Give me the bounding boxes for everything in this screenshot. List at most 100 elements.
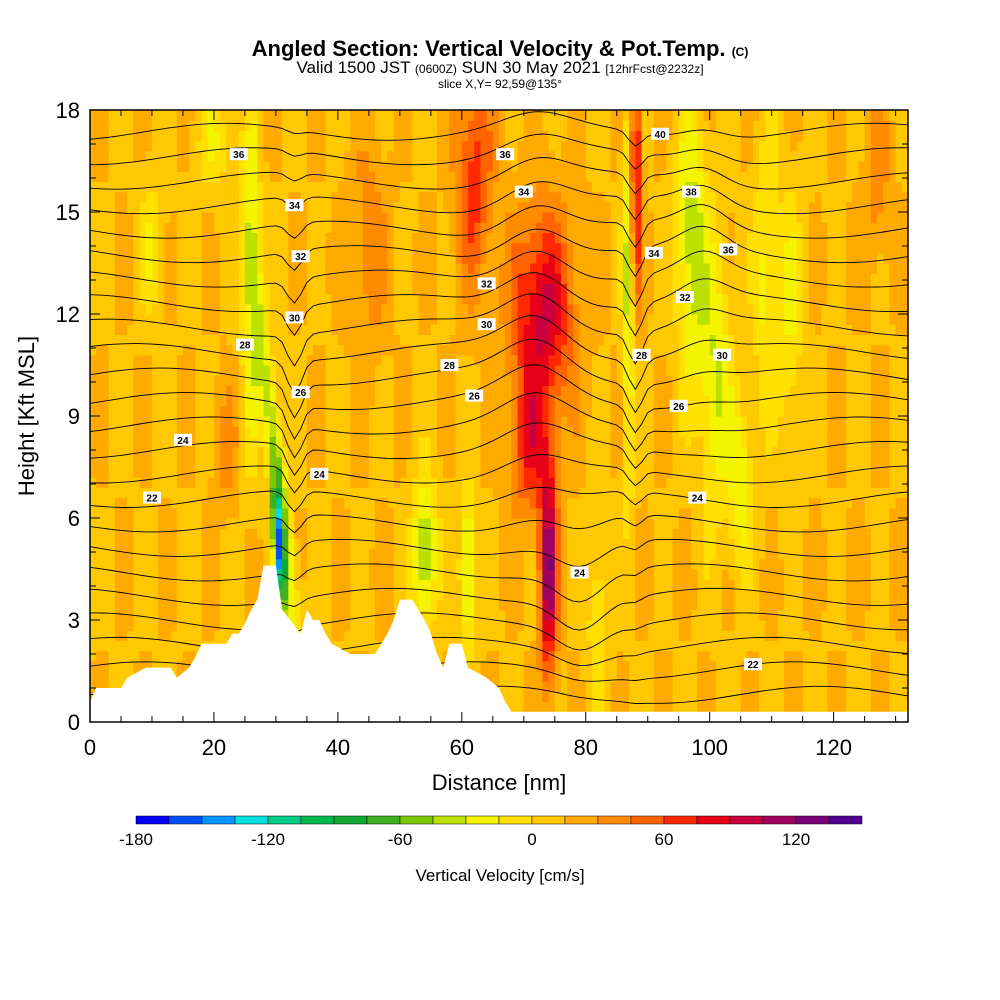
field-cell [728, 589, 736, 601]
field-cell [158, 456, 165, 468]
field-cell [443, 518, 451, 529]
field-cell [808, 385, 816, 397]
field-cell [139, 334, 147, 346]
field-cell [189, 426, 196, 437]
field-cell [418, 375, 426, 386]
field-cell [852, 426, 860, 437]
field-cell [356, 630, 364, 641]
field-cell [133, 538, 141, 550]
field-cell [604, 365, 612, 376]
field-cell [511, 334, 519, 346]
field-cell [517, 630, 525, 641]
field-cell [864, 344, 872, 356]
field-cell [697, 518, 705, 529]
field-cell [96, 395, 103, 407]
field-cell [220, 467, 227, 478]
field-cell [499, 497, 506, 509]
field-cell [133, 477, 141, 488]
field-cell [492, 538, 500, 550]
field-cell [591, 681, 599, 692]
field-cell [827, 620, 835, 631]
field-cell [684, 416, 692, 427]
field-cell [319, 456, 327, 468]
field-cell [901, 701, 908, 713]
field-cell [889, 640, 897, 652]
field-cell [523, 630, 531, 641]
field-cell [765, 548, 773, 560]
field-cell [492, 456, 500, 468]
field-cell [753, 609, 760, 621]
field-cell [802, 456, 810, 468]
field-cell [368, 395, 376, 407]
field-cell [158, 395, 165, 407]
field-cell [325, 609, 333, 621]
field-cell [585, 518, 593, 529]
field-cell [127, 650, 134, 662]
field-cell [108, 548, 116, 560]
field-cell [232, 589, 240, 601]
field-cell [728, 507, 736, 519]
field-cell [678, 660, 686, 672]
field-cell [833, 650, 841, 662]
field-cell [102, 579, 110, 590]
field-cell [635, 456, 643, 468]
field-cell [647, 620, 655, 631]
field-cell [443, 620, 451, 631]
field-cell [722, 385, 729, 397]
field-cell [802, 650, 810, 662]
field-cell [226, 344, 234, 356]
field-cell [176, 375, 184, 386]
field-cell [802, 518, 810, 529]
field-cell [653, 691, 661, 703]
field-cell [325, 436, 333, 448]
field-cell [629, 599, 636, 611]
field-cell [182, 548, 190, 560]
field-cell [715, 334, 723, 346]
field-cell [604, 528, 612, 539]
field-cell [635, 405, 643, 417]
field-cell [151, 405, 159, 417]
field-cell [734, 405, 742, 417]
field-cell [350, 609, 358, 621]
field-cell [852, 681, 860, 692]
field-cell [734, 416, 742, 427]
field-cell [288, 589, 296, 601]
field-cell [529, 630, 537, 641]
field-cell [325, 497, 333, 509]
field-cell [554, 569, 562, 580]
field-cell [765, 405, 773, 417]
field-cell [418, 569, 426, 580]
field-cell [325, 599, 333, 611]
field-cell [375, 528, 382, 539]
field-cell [474, 416, 482, 427]
field-cell [529, 334, 537, 346]
field-cell [808, 640, 816, 652]
field-cell [691, 548, 698, 560]
field-cell [846, 477, 853, 488]
field-cell [412, 456, 420, 468]
field-cell [753, 405, 760, 417]
field-cell [393, 395, 401, 407]
field-cell [759, 467, 767, 478]
field-cell [282, 375, 289, 386]
field-cell [790, 640, 798, 652]
field-cell [821, 385, 829, 397]
field-cell [722, 487, 729, 499]
field-cell [294, 416, 302, 427]
field-cell [170, 579, 178, 590]
field-cell [573, 467, 581, 478]
field-cell [629, 579, 636, 590]
field-cell [852, 569, 860, 580]
field-cell [684, 671, 692, 682]
field-cell [430, 518, 438, 529]
field-cell [542, 375, 550, 386]
field-cell [660, 528, 667, 539]
field-cell [790, 365, 798, 376]
field-cell [189, 558, 196, 570]
field-cell [542, 599, 550, 611]
field-cell [877, 497, 884, 509]
field-cell [746, 681, 754, 692]
field-cell [220, 558, 227, 570]
field-cell [616, 650, 624, 662]
field-cell [368, 344, 376, 356]
